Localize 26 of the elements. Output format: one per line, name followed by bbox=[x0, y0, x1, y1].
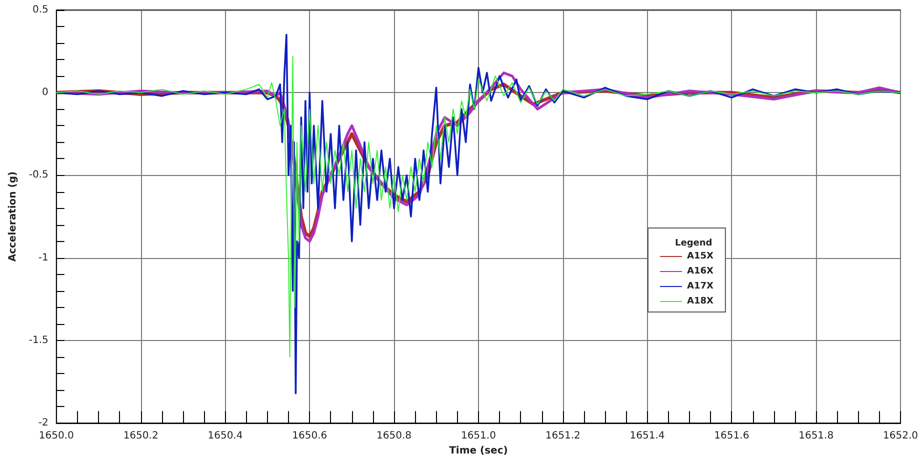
x-tick-label: 1651.0 bbox=[460, 430, 496, 442]
x-tick-label: 1652.0 bbox=[883, 430, 918, 442]
y-tick-label: -1.5 bbox=[28, 334, 48, 346]
y-tick-label: 0 bbox=[42, 87, 48, 98]
x-axis-title: Time (sec) bbox=[449, 446, 508, 456]
legend-title: Legend bbox=[675, 238, 712, 248]
y-axis-title: Acceleration (g) bbox=[8, 171, 18, 262]
x-tick-label: 1651.6 bbox=[714, 430, 750, 442]
x-tick-label: 1650.8 bbox=[376, 430, 412, 442]
y-tick-label: -0.5 bbox=[28, 170, 48, 181]
x-tick-label: 1650.4 bbox=[208, 430, 243, 442]
legend-label: A16X bbox=[687, 266, 714, 276]
legend-label: A15X bbox=[687, 252, 714, 262]
y-tick-label: -1 bbox=[38, 252, 48, 264]
y-tick-label: 0.5 bbox=[32, 4, 48, 16]
x-tick-label: 1651.8 bbox=[798, 430, 834, 442]
x-tick-label: 1651.2 bbox=[545, 430, 580, 442]
x-tick-label: 1650.6 bbox=[292, 430, 328, 442]
line-series bbox=[56, 34, 902, 394]
x-tick-label: 1651.4 bbox=[630, 430, 665, 442]
x-tick-label: 1650.0 bbox=[38, 430, 74, 442]
legend-label: A17X bbox=[687, 282, 714, 292]
y-tick-label: -2 bbox=[38, 418, 48, 429]
legend-label: A18X bbox=[687, 296, 714, 306]
x-tick-label: 1650.2 bbox=[123, 430, 158, 442]
line-series bbox=[56, 56, 902, 358]
